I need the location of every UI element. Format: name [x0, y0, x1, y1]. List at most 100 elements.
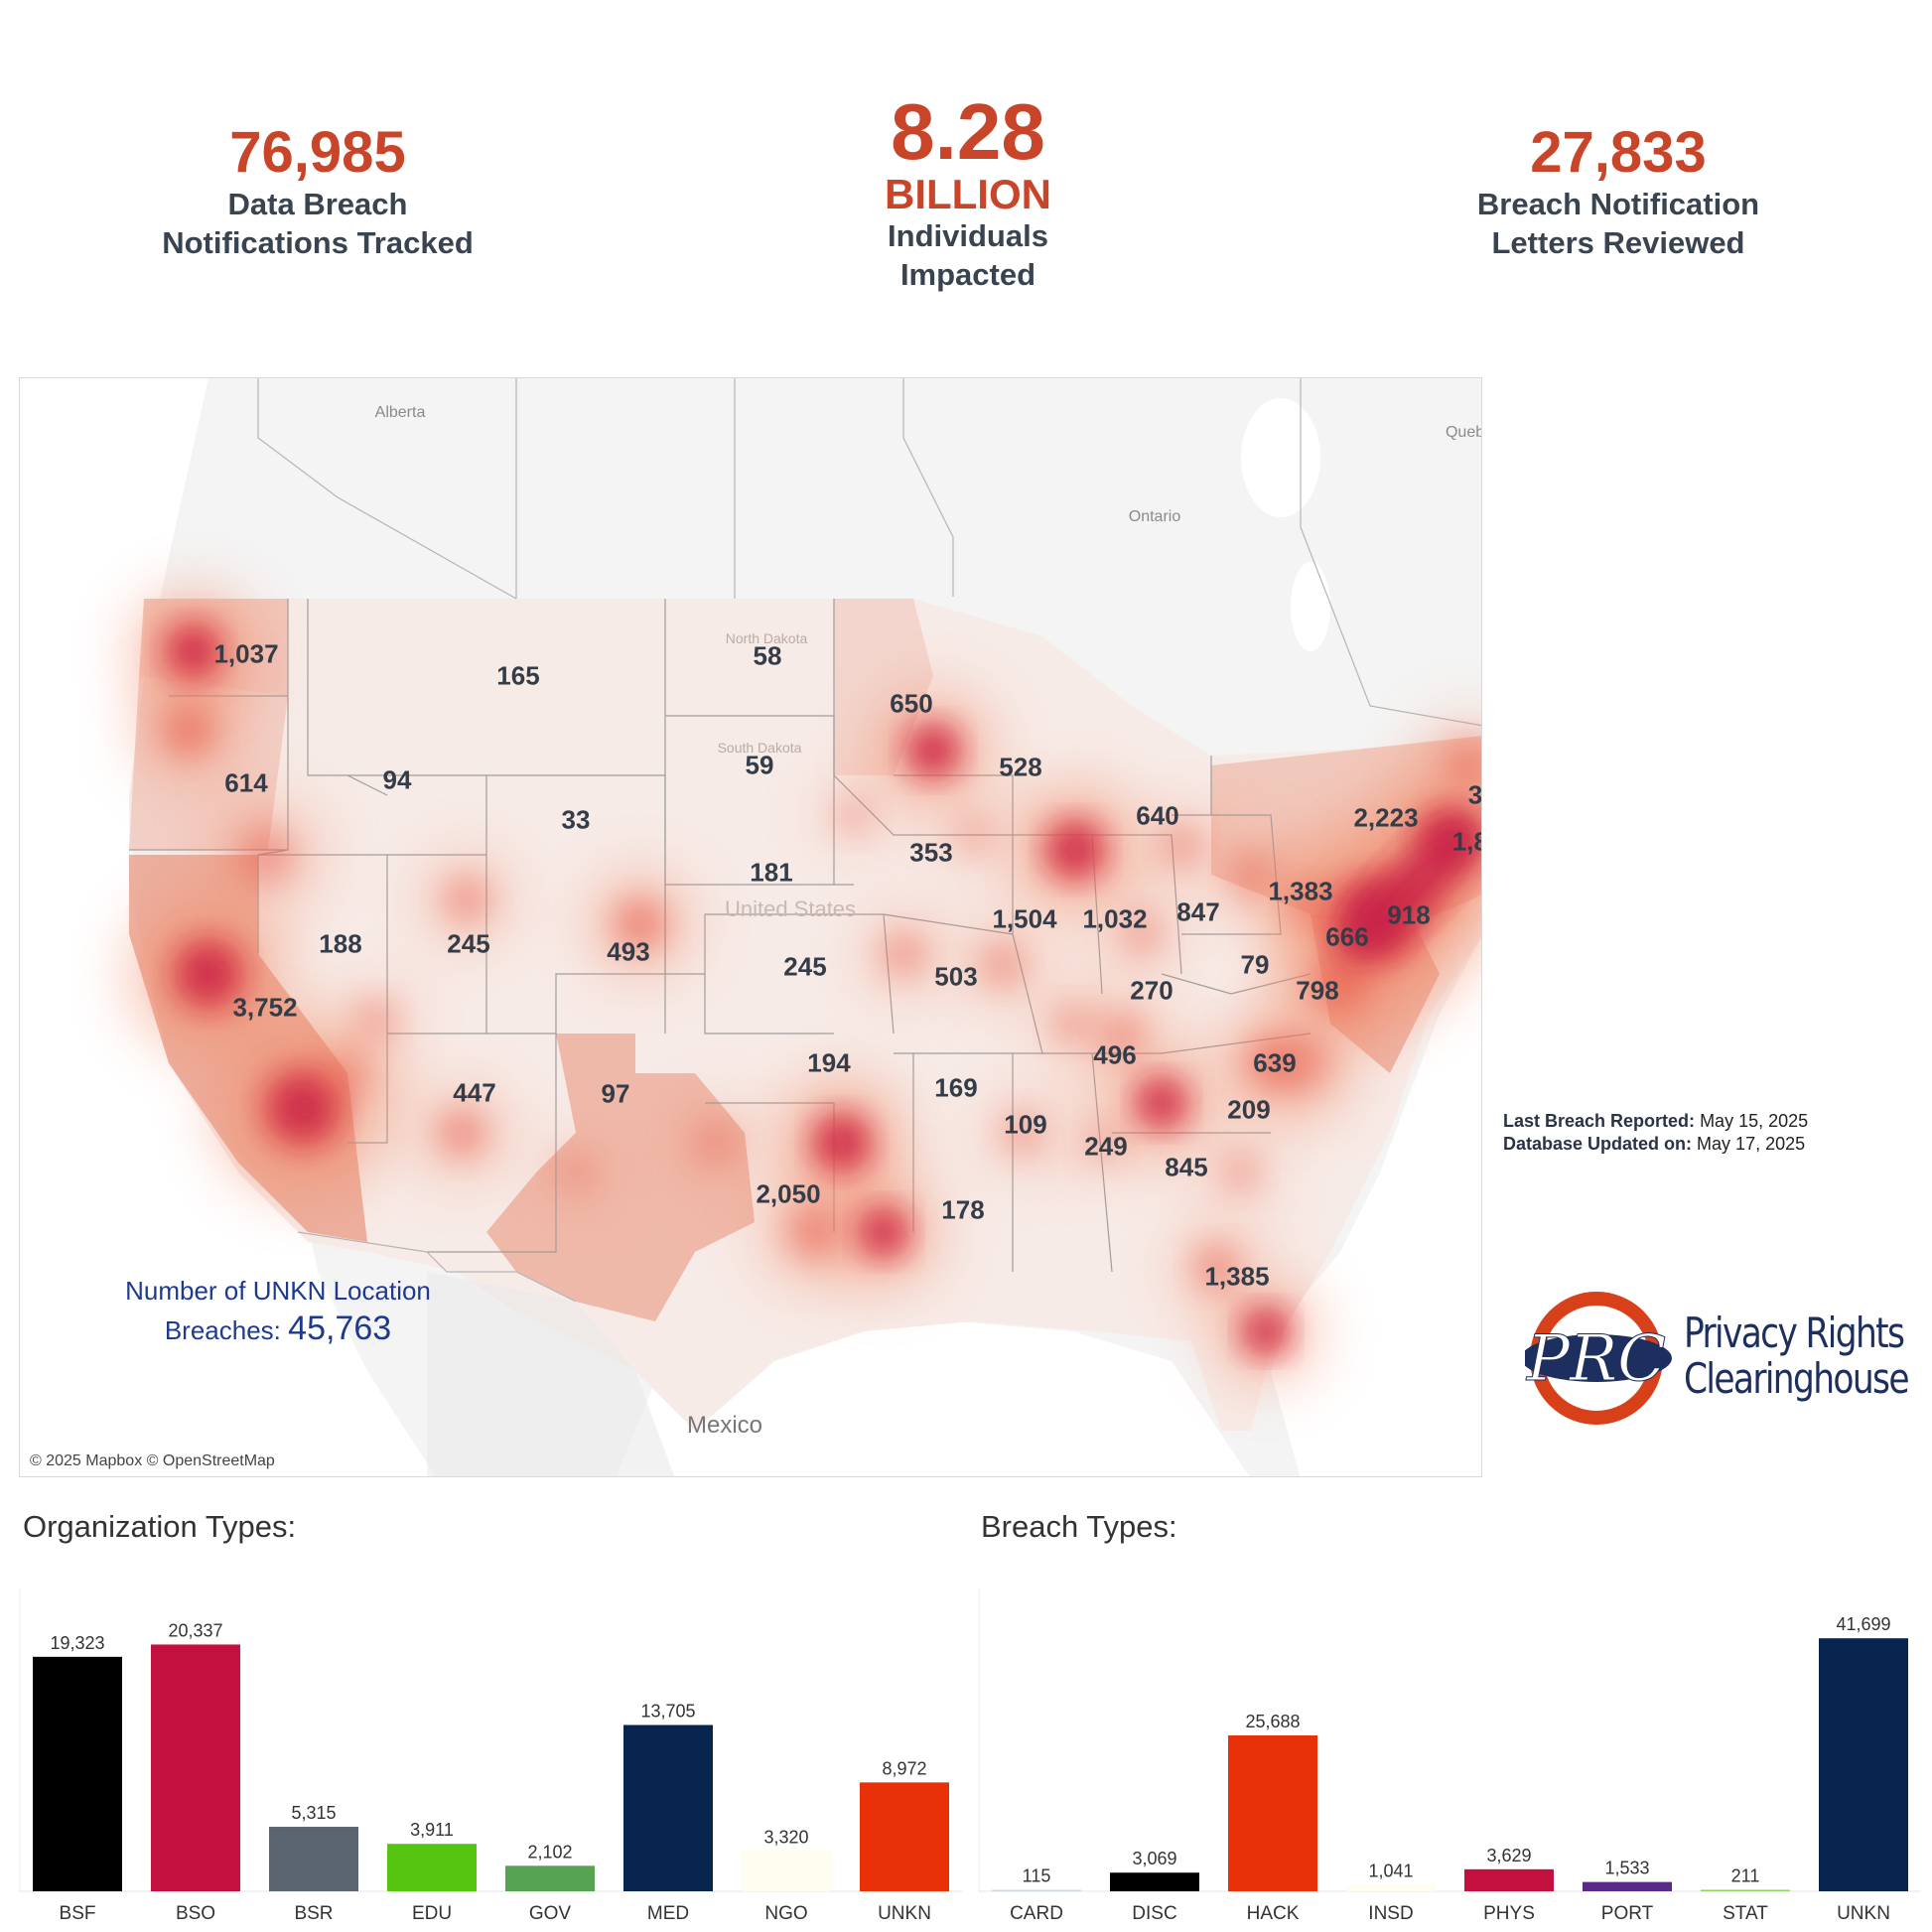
prc-wordmark-line-1: Privacy Rights	[1684, 1309, 1905, 1357]
state-value-ny[interactable]: 2,223	[1353, 802, 1419, 833]
state-value-mo[interactable]: 503	[934, 961, 978, 992]
state-value-mi[interactable]: 640	[1136, 800, 1179, 831]
bar-hack[interactable]	[1228, 1735, 1317, 1891]
state-value-co[interactable]: 493	[607, 936, 650, 967]
bar-value-phys: 3,629	[1486, 1846, 1531, 1865]
state-value-nd[interactable]: 58	[753, 640, 782, 671]
bar-bso[interactable]	[151, 1644, 240, 1891]
org-types-chart[interactable]: 19,323 BSF 20,337 BSO 5,315 BSR 3,911 EDU 2,102 G…	[19, 1579, 962, 1926]
kpi-notifications: 76,985 Data Breach Notifications Tracked	[99, 121, 536, 262]
state-value-sc[interactable]: 209	[1227, 1094, 1271, 1125]
state-value-ia[interactable]: 353	[909, 837, 953, 868]
bar-category-med: MED	[647, 1903, 689, 1924]
bar-value-ngo: 3,320	[763, 1827, 808, 1847]
state-value-va[interactable]: 798	[1296, 975, 1339, 1006]
prc-wordmark: Privacy Rights Clearinghouse	[1684, 1309, 1910, 1402]
bar-category-ngo: NGO	[764, 1903, 807, 1924]
heat-core	[1246, 1311, 1286, 1351]
state-value-nv[interactable]: 188	[319, 928, 362, 959]
bar-stat[interactable]	[1701, 1889, 1790, 1892]
state-value-id[interactable]: 94	[382, 764, 412, 795]
state-value-az[interactable]: 447	[453, 1077, 496, 1108]
state-value-wa[interactable]: 1,037	[213, 638, 279, 669]
bar-med[interactable]	[623, 1725, 713, 1891]
place-label-south-dakota: South Dakota	[717, 740, 802, 756]
bar-gov[interactable]	[505, 1865, 595, 1891]
state-value-ca[interactable]: 3,752	[232, 992, 298, 1023]
state-value-sd[interactable]: 59	[745, 750, 774, 780]
heat-spot	[834, 795, 874, 835]
state-value-tn[interactable]: 496	[1093, 1039, 1137, 1070]
state-value-nj[interactable]: 918	[1387, 899, 1431, 930]
state-value-il[interactable]: 1,504	[992, 903, 1057, 934]
bar-bsf[interactable]	[33, 1656, 122, 1891]
heat-spot	[1229, 853, 1273, 897]
state-value-oh[interactable]: 847	[1176, 897, 1220, 927]
unkn-label-2-line: Breaches: 45,763	[109, 1310, 447, 1349]
state-value-ma[interactable]: 1,86	[1451, 826, 1481, 857]
bar-value-port: 1,533	[1604, 1859, 1649, 1878]
heat-spot	[1082, 1123, 1122, 1163]
bar-unkn[interactable]	[860, 1782, 949, 1891]
state-value-ne[interactable]: 181	[750, 857, 793, 888]
state-value-ks[interactable]: 245	[783, 951, 827, 982]
state-value-ky[interactable]: 270	[1130, 975, 1173, 1006]
heat-spot	[981, 942, 1025, 986]
breach-map[interactable]: Alberta Ontario Quebe Mexico North Dakota Sou…	[19, 377, 1482, 1477]
state-value-ms[interactable]: 109	[1004, 1109, 1047, 1140]
bar-edu[interactable]	[387, 1844, 477, 1891]
state-value-md[interactable]: 666	[1325, 921, 1369, 952]
heat-spot	[1162, 825, 1201, 865]
bar-value-gov: 2,102	[527, 1842, 572, 1862]
state-value-fl[interactable]: 1,385	[1204, 1261, 1270, 1292]
heat-spot	[236, 825, 296, 885]
bar-card[interactable]	[992, 1889, 1081, 1892]
bar-category-phys: PHYS	[1483, 1903, 1535, 1924]
bar-ngo[interactable]	[742, 1851, 831, 1891]
state-value-ut[interactable]: 245	[447, 928, 490, 959]
state-value-or[interactable]: 614	[224, 767, 268, 798]
bar-port[interactable]	[1583, 1881, 1672, 1891]
state-value-mn[interactable]: 650	[890, 688, 933, 719]
bar-bsr[interactable]	[269, 1827, 358, 1891]
state-value-pa[interactable]: 1,383	[1268, 876, 1333, 906]
pacific-ocean	[20, 378, 436, 1476]
bar-disc[interactable]	[1110, 1872, 1199, 1891]
heat-core	[818, 1119, 866, 1167]
bar-insd[interactable]	[1346, 1884, 1436, 1891]
breach-types-chart[interactable]: 115 CARD 3,069 DISC 25,688 HACK 1,041 INSD 3,629…	[978, 1579, 1921, 1926]
prc-monogram-text: PRC	[1526, 1322, 1666, 1396]
place-label-ontario: Ontario	[1128, 508, 1181, 525]
state-value-mt[interactable]: 165	[496, 660, 540, 691]
state-value-ar[interactable]: 169	[934, 1072, 978, 1103]
state-value-nm[interactable]: 97	[601, 1078, 630, 1109]
state-value-nc[interactable]: 639	[1253, 1047, 1297, 1078]
state-value-in[interactable]: 1,032	[1082, 903, 1148, 934]
national-borders	[257, 378, 1481, 1303]
heat-core	[171, 628, 216, 674]
heat-spot	[953, 815, 993, 855]
kpi-letters-value: 27,833	[1530, 120, 1707, 185]
heat-spot	[1311, 954, 1370, 1014]
prc-logo[interactable]: PRC Privacy Rights Clearinghouse	[1521, 1289, 1910, 1428]
state-value-la[interactable]: 178	[941, 1194, 985, 1225]
state-value-wi[interactable]: 528	[999, 752, 1042, 782]
state-value-wv[interactable]: 79	[1240, 949, 1270, 980]
state-value-ok[interactable]: 194	[807, 1047, 851, 1078]
bar-category-port: PORT	[1601, 1903, 1654, 1924]
state-value-wy[interactable]: 33	[561, 804, 591, 835]
bar-category-bsf: BSF	[60, 1903, 96, 1924]
heat-spot	[786, 1204, 842, 1260]
kpi-individuals-label-1: Individuals	[888, 218, 1048, 253]
state-value-ga[interactable]: 845	[1165, 1152, 1208, 1182]
last-breach-line: Last Breach Reported: May 15, 2025	[1503, 1110, 1808, 1133]
state-value-al[interactable]: 249	[1084, 1131, 1128, 1162]
map-canvas[interactable]	[20, 378, 1482, 1477]
map-copyright[interactable]: © 2025 Mapbox © OpenStreetMap	[30, 1452, 275, 1469]
state-value-tx[interactable]: 2,050	[756, 1178, 821, 1209]
prc-monogram-icon: PRC	[1521, 1292, 1672, 1425]
bar-phys[interactable]	[1464, 1868, 1554, 1891]
state-value-nh[interactable]: 3	[1467, 779, 1482, 810]
bar-unkn[interactable]	[1819, 1638, 1908, 1891]
heat-core	[271, 1076, 335, 1140]
